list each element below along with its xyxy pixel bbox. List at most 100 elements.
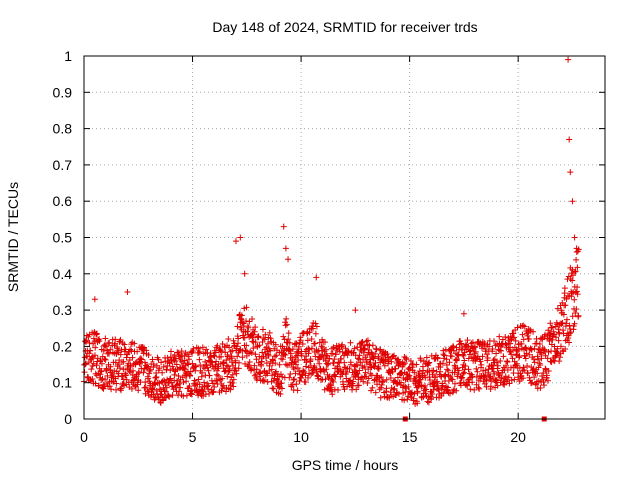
data-point — [464, 337, 470, 343]
x-tick-label: 15 — [402, 429, 418, 445]
data-point — [353, 386, 359, 392]
data-point — [441, 355, 447, 361]
data-point — [108, 386, 114, 392]
data-point — [497, 347, 503, 353]
data-point — [531, 374, 537, 380]
data-point — [570, 313, 576, 319]
y-tick-label: 0.1 — [53, 375, 73, 391]
data-point — [283, 322, 289, 328]
data-point — [444, 366, 450, 372]
data-point — [283, 316, 289, 322]
data-point — [182, 357, 188, 363]
data-point — [330, 350, 336, 356]
data-point — [569, 198, 575, 204]
data-point — [196, 350, 202, 356]
data-point — [183, 378, 189, 384]
data-point — [228, 349, 234, 355]
data-point — [207, 373, 213, 379]
data-point — [569, 277, 575, 283]
data-point — [364, 380, 370, 386]
data-point — [234, 324, 240, 330]
data-point — [363, 374, 369, 380]
data-point — [524, 363, 530, 369]
data-point — [92, 296, 98, 302]
data-point — [82, 369, 88, 375]
data-point — [534, 340, 540, 346]
data-point — [283, 245, 289, 251]
data-point — [450, 389, 456, 395]
data-point — [333, 351, 339, 357]
data-point — [94, 362, 100, 368]
data-point — [457, 341, 463, 347]
data-point — [566, 136, 572, 142]
data-point — [185, 362, 191, 368]
data-point — [233, 238, 239, 244]
data-point — [564, 317, 570, 323]
data-point — [269, 385, 275, 391]
data-point — [277, 362, 283, 368]
data-point — [102, 335, 108, 341]
data-point — [513, 338, 519, 344]
x-tick-label: 20 — [510, 429, 526, 445]
data-point — [312, 340, 318, 346]
data-point — [537, 385, 543, 391]
data-point — [142, 379, 148, 385]
data-point — [556, 338, 562, 344]
data-point — [526, 336, 532, 342]
data-point — [195, 377, 201, 383]
data-point — [84, 333, 90, 339]
data-point — [161, 364, 167, 370]
data-point — [331, 372, 337, 378]
data-point — [519, 323, 525, 329]
data-point — [498, 348, 504, 354]
data-point — [352, 307, 358, 313]
data-point — [249, 338, 255, 344]
data-point — [473, 366, 479, 372]
data-point — [565, 57, 571, 63]
data-point — [453, 357, 459, 363]
data-point — [260, 327, 266, 333]
data-point — [556, 358, 562, 364]
data-point — [259, 349, 265, 355]
data-point — [431, 368, 437, 374]
data-point — [313, 331, 319, 337]
data-point — [446, 359, 452, 365]
data-point — [504, 358, 510, 364]
y-tick-label: 0.4 — [53, 266, 73, 282]
y-axis-label: SRMTID / TECUs — [5, 182, 21, 292]
data-point — [356, 382, 362, 388]
y-tick-label: 0.2 — [53, 338, 73, 354]
data-point — [329, 346, 335, 352]
data-point — [319, 348, 325, 354]
data-point — [347, 340, 353, 346]
data-point — [535, 357, 541, 363]
data-point — [88, 366, 94, 372]
data-point — [358, 340, 364, 346]
chart-title: Day 148 of 2024, SRMTID for receiver trd… — [212, 19, 477, 35]
data-point — [239, 354, 245, 360]
data-point — [486, 366, 492, 372]
data-point — [261, 378, 267, 384]
data-point — [454, 356, 460, 362]
y-tick-label: 0.5 — [53, 230, 73, 246]
srmtid-scatter-chart: 0 5 10 15 2000.10.20.30.40.50.60.70.80.91 Da… — [0, 0, 640, 480]
data-point — [120, 373, 126, 379]
data-point — [496, 334, 502, 340]
data-point — [249, 350, 255, 356]
data-point — [138, 355, 144, 361]
data-point — [158, 359, 164, 365]
data-point — [286, 330, 292, 336]
data-point — [103, 357, 109, 363]
data-point — [287, 371, 293, 377]
data-point — [562, 285, 568, 291]
data-point — [264, 360, 270, 366]
x-tick-label: 10 — [293, 429, 309, 445]
data-point — [575, 313, 581, 319]
data-point — [571, 297, 577, 303]
data-point — [171, 372, 177, 378]
y-tick-label: 1 — [64, 48, 72, 64]
data-point — [378, 395, 384, 401]
x-tick-label: 5 — [189, 429, 197, 445]
data-point — [488, 383, 494, 389]
data-point — [500, 353, 506, 359]
